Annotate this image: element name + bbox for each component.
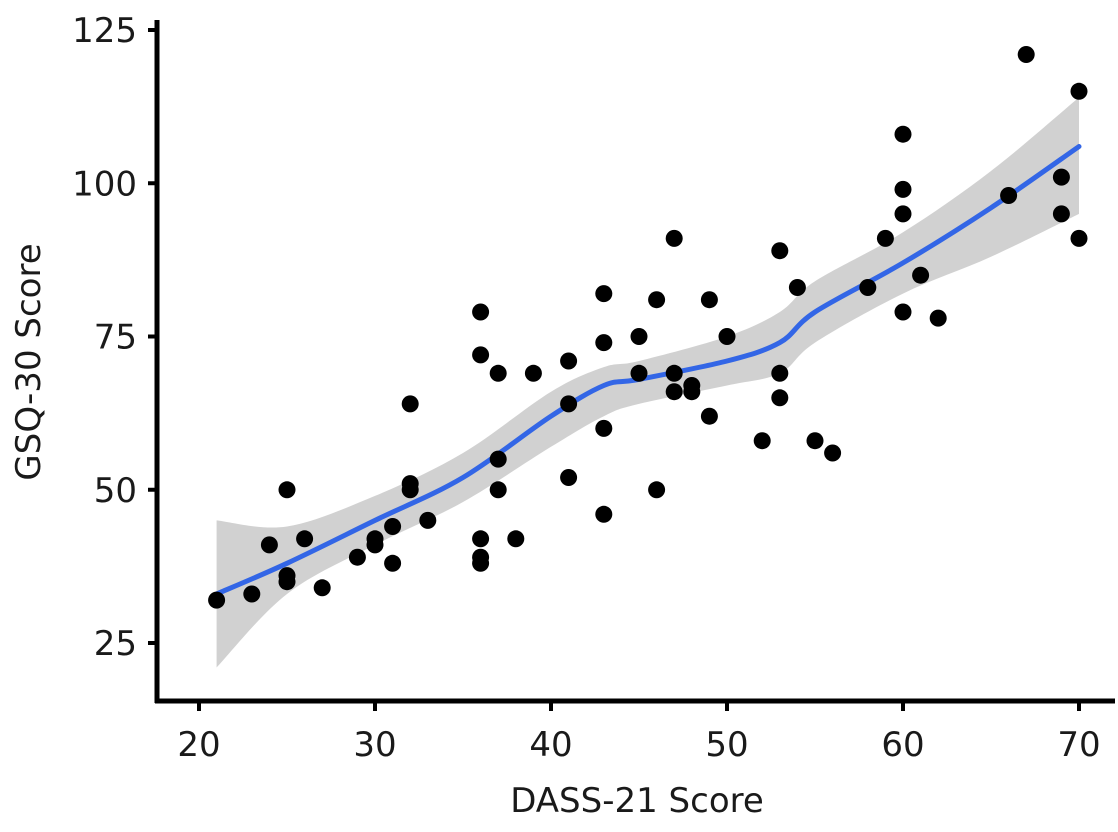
data-point xyxy=(472,303,490,321)
y-axis-ticks: 25 50 75 100 125 xyxy=(72,11,157,664)
data-point xyxy=(595,285,613,303)
data-point xyxy=(665,383,683,401)
data-point xyxy=(665,229,683,247)
data-point xyxy=(401,395,419,413)
data-point xyxy=(489,450,507,468)
data-point xyxy=(806,432,824,450)
data-point xyxy=(384,554,402,572)
data-point xyxy=(1070,229,1088,247)
data-point xyxy=(472,554,490,572)
data-point xyxy=(894,180,912,198)
data-point xyxy=(1052,168,1070,186)
data-point xyxy=(1070,82,1088,100)
data-point xyxy=(788,279,806,296)
data-point xyxy=(278,573,296,591)
data-point xyxy=(348,548,366,566)
data-point xyxy=(366,536,384,554)
y-tick-label: 75 xyxy=(94,318,137,358)
data-point xyxy=(894,125,912,143)
x-tick-label: 30 xyxy=(353,725,396,765)
y-tick-label: 50 xyxy=(94,471,137,511)
y-tick-label: 25 xyxy=(94,624,137,664)
x-tick-label: 70 xyxy=(1057,725,1100,765)
x-tick-label: 60 xyxy=(881,725,924,765)
data-point xyxy=(700,407,718,425)
data-point xyxy=(859,279,877,296)
data-point xyxy=(929,309,947,327)
data-point xyxy=(560,395,578,413)
data-point xyxy=(718,328,736,345)
data-point xyxy=(278,481,296,499)
data-point xyxy=(524,364,542,382)
data-point xyxy=(489,481,507,499)
x-tick-label: 40 xyxy=(529,725,572,765)
y-axis-title: GSQ-30 Score xyxy=(9,243,49,480)
data-point xyxy=(665,364,683,382)
data-point xyxy=(1052,205,1070,223)
data-point xyxy=(260,536,278,554)
data-point xyxy=(824,444,842,462)
data-point xyxy=(296,530,314,548)
x-tick-label: 20 xyxy=(177,725,220,765)
x-axis-ticks: 20 30 40 50 60 70 xyxy=(177,701,1101,765)
data-point xyxy=(683,383,701,401)
data-point xyxy=(384,518,402,535)
data-point xyxy=(560,469,578,486)
data-point xyxy=(472,530,490,548)
y-tick-label: 125 xyxy=(72,11,137,51)
data-point xyxy=(1017,46,1035,63)
point-layer xyxy=(208,46,1088,609)
data-point xyxy=(419,511,437,529)
data-point xyxy=(595,419,613,437)
data-point xyxy=(876,229,894,247)
data-point xyxy=(208,591,226,609)
data-point xyxy=(401,481,419,499)
data-point xyxy=(243,585,261,603)
data-point xyxy=(648,481,666,499)
data-point xyxy=(771,242,789,260)
data-point xyxy=(630,328,648,345)
data-point xyxy=(894,205,912,223)
data-point xyxy=(630,364,648,382)
data-point xyxy=(507,530,525,548)
confidence-band-layer xyxy=(216,97,1080,668)
data-point xyxy=(648,291,666,309)
data-point xyxy=(771,389,789,407)
data-point xyxy=(472,346,490,364)
data-point xyxy=(912,266,930,284)
x-tick-label: 50 xyxy=(705,725,748,765)
data-point xyxy=(771,364,789,382)
data-point xyxy=(1000,187,1018,204)
data-point xyxy=(489,364,507,382)
data-point xyxy=(753,432,771,450)
data-point xyxy=(894,303,912,321)
y-tick-label: 100 xyxy=(72,164,137,204)
x-axis-title: DASS-21 Score xyxy=(510,781,764,821)
data-point xyxy=(560,352,578,370)
data-point xyxy=(595,505,613,523)
confidence-band xyxy=(216,97,1080,668)
data-point xyxy=(700,291,718,309)
data-point xyxy=(313,579,331,597)
data-point xyxy=(595,334,613,352)
